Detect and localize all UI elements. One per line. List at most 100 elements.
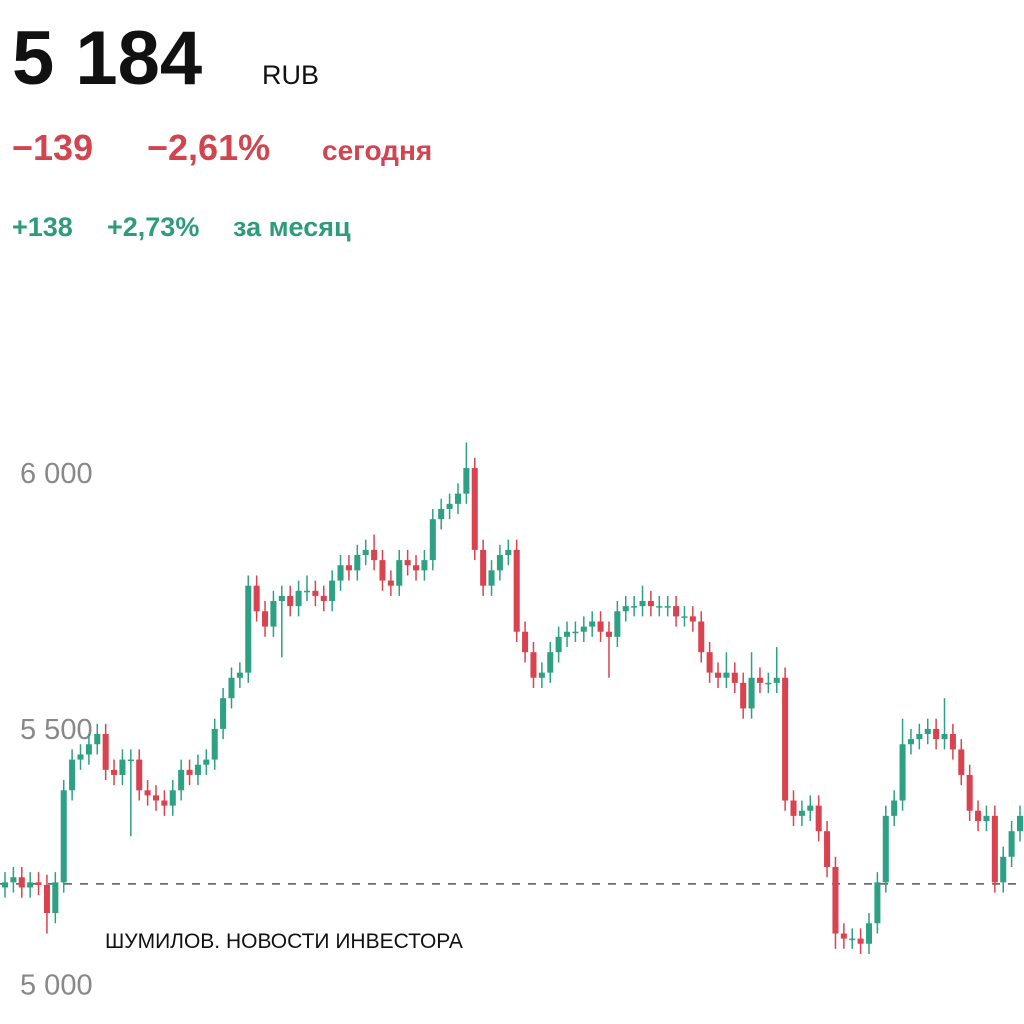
candle-body	[111, 769, 118, 775]
candle-body	[18, 877, 25, 888]
candle-body	[262, 611, 269, 627]
candle-body	[949, 734, 956, 750]
candle-body	[857, 938, 864, 944]
candle-body	[572, 631, 579, 634]
candle-body	[622, 606, 629, 612]
candle-body	[547, 652, 554, 673]
candle-body	[337, 565, 344, 581]
candle-body	[807, 805, 814, 811]
candle-body	[698, 621, 705, 653]
candle-body	[614, 611, 621, 637]
candle-body	[1008, 831, 1015, 857]
candle-body	[35, 882, 42, 885]
candle-body	[194, 764, 201, 775]
candle-body	[127, 759, 134, 762]
change-month-pct: +2,73%	[107, 212, 199, 242]
candle-body	[723, 672, 730, 678]
candle-body	[589, 621, 596, 627]
candle-body	[270, 601, 277, 627]
y-tick-label: 5 500	[20, 714, 93, 746]
candle-body	[278, 595, 285, 602]
candle-body	[371, 549, 378, 561]
candle-body	[438, 508, 445, 520]
candle-body	[69, 759, 76, 791]
candle-body	[975, 810, 982, 821]
candle-body	[161, 800, 168, 806]
candle-body	[144, 790, 151, 796]
candle-body	[488, 570, 495, 586]
candle-body	[605, 631, 612, 637]
candle-body	[958, 749, 965, 775]
candle-body	[538, 672, 545, 678]
candle-body	[656, 606, 663, 608]
change-today: −139	[12, 127, 93, 168]
candle-body	[287, 595, 294, 607]
candle-body	[782, 677, 789, 801]
candle-body	[849, 938, 856, 941]
candle-body	[865, 923, 873, 944]
candle-body	[580, 626, 587, 632]
candle-body	[522, 631, 529, 653]
candle-body	[463, 468, 470, 494]
candle-body	[907, 739, 914, 745]
candle-body	[840, 933, 847, 939]
candle-body	[714, 672, 722, 678]
candle-body	[639, 601, 646, 607]
candle-body	[454, 493, 461, 504]
candle-body	[1000, 856, 1007, 883]
candle-body	[689, 616, 696, 622]
candle-body	[505, 549, 512, 555]
candle-body	[413, 565, 420, 571]
candle-body	[245, 585, 252, 673]
today-label: сегодня	[322, 135, 432, 166]
candle-body	[169, 790, 176, 806]
month-label: за месяц	[233, 212, 351, 242]
candle-body	[136, 759, 143, 791]
candle-body	[631, 606, 638, 608]
candle-body	[404, 560, 411, 566]
candle-body	[815, 805, 822, 832]
candle-body	[379, 560, 386, 581]
candle-body	[446, 503, 453, 509]
candle-body	[832, 867, 839, 934]
candle-body	[496, 554, 503, 571]
candle-body	[765, 682, 772, 685]
candle-body	[471, 468, 478, 550]
watermark: ШУМИЛОВ. НОВОСТИ ИНВЕСТОРА	[105, 930, 463, 953]
candle-body	[303, 590, 311, 593]
candle-body	[1, 882, 9, 888]
candle-body	[85, 744, 92, 755]
candle-body	[647, 601, 654, 607]
candle-body	[220, 698, 227, 729]
candle-body	[186, 769, 193, 775]
candle-body	[1016, 815, 1024, 832]
candle-body	[27, 882, 34, 888]
candle-body	[798, 810, 805, 816]
candle-body	[991, 815, 998, 883]
candle-body	[178, 769, 185, 791]
plot: 6 000 5 500 5 000 ШУМИЛОВ. НОВОСТИ ИНВЕСТОР…	[0, 442, 1024, 1002]
y-tick-label: 6 000	[20, 458, 93, 490]
candle-body	[60, 790, 67, 883]
candle-body	[429, 519, 436, 561]
candle-body	[102, 734, 109, 770]
candle-body	[421, 560, 428, 571]
candle-body	[555, 636, 562, 653]
candle-body	[706, 652, 713, 673]
candle-body	[354, 554, 361, 571]
candle-body	[203, 759, 210, 765]
candle-body	[790, 800, 797, 816]
candle-body	[983, 815, 990, 821]
candle-body	[295, 590, 302, 607]
candle-body	[312, 590, 319, 596]
candle-body	[941, 734, 948, 740]
candle-body	[916, 734, 923, 740]
candle-body	[891, 800, 898, 816]
candle-body	[966, 774, 973, 811]
candle-body	[345, 565, 352, 571]
candle-body	[480, 549, 487, 586]
candle-body	[320, 595, 327, 602]
candle-body	[10, 877, 17, 883]
candle-body	[228, 677, 235, 699]
